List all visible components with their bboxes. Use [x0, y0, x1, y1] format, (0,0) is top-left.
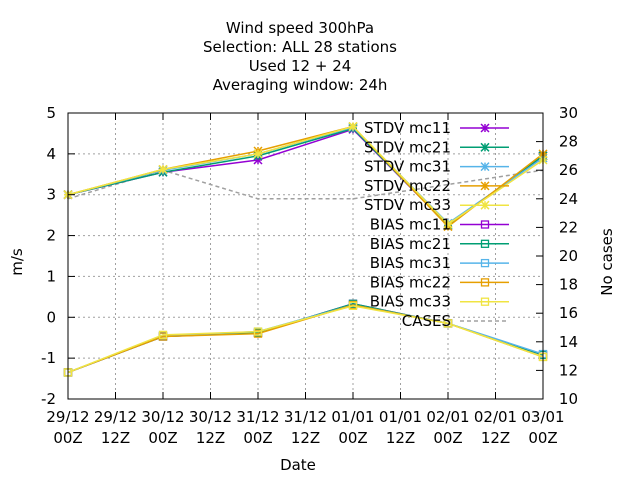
y2-tick-label: 30 [559, 104, 578, 122]
y-tick-label: 2 [46, 227, 56, 245]
x-tick-label-date: 30/12 [141, 408, 184, 426]
x-tick-label-hour: 00Z [243, 429, 272, 447]
x-tick-label-date: 31/12 [284, 408, 327, 426]
x-axis-label: Date [280, 456, 316, 474]
series-line [67, 305, 544, 374]
data-point [443, 319, 453, 328]
legend-label: STDV mc11 [364, 119, 451, 137]
plot-frame [67, 112, 544, 400]
y2-tick-label: 14 [559, 333, 578, 351]
title-line: Selection: ALL 28 stations [203, 38, 397, 56]
legend-label: BIAS mc21 [370, 235, 451, 253]
y-tick-label: 4 [46, 145, 56, 163]
y2-tick-label: 22 [559, 218, 578, 236]
y-tick-label: 5 [46, 104, 56, 122]
legend-marker [480, 181, 490, 191]
y2-tick-label: 16 [559, 304, 578, 322]
legend-marker [480, 200, 490, 210]
x-tick-label-date: 31/12 [236, 408, 279, 426]
x-tick-label-date: 30/12 [189, 408, 232, 426]
y-tick-label: -2 [41, 390, 56, 408]
x-tick-label-hour: 00Z [53, 429, 82, 447]
legend-marker [480, 142, 490, 152]
title-line: Used 12 + 24 [249, 57, 352, 75]
data-point [443, 219, 453, 229]
x-tick-label-date: 02/01 [426, 408, 469, 426]
x-tick-label-hour: 00Z [148, 429, 177, 447]
data-point [158, 330, 168, 340]
data-point [253, 327, 263, 336]
data-point [158, 164, 168, 174]
legend-marker [480, 162, 490, 172]
x-tick-label-date: 01/01 [331, 408, 374, 426]
plot-series [63, 121, 548, 377]
y2-axis-label: No cases [598, 228, 616, 296]
legend-marker [480, 278, 490, 287]
legend-label: STDV mc33 [364, 196, 451, 214]
y2-tick-label: 28 [559, 133, 578, 151]
title-line: Averaging window: 24h [213, 76, 388, 94]
series-cases [67, 169, 544, 200]
x-tick-label-hour: 00Z [433, 429, 462, 447]
x-tick-label-hour: 00Z [528, 429, 557, 447]
legend-label: BIAS mc33 [370, 293, 451, 311]
x-tick-label-hour: 12Z [291, 429, 320, 447]
legend-label: CASES [402, 312, 451, 330]
legend-label: STDV mc22 [364, 177, 451, 195]
x-tick-label-hour: 12Z [481, 429, 510, 447]
x-tick-label-date: 02/01 [474, 408, 517, 426]
y-tick-label: -1 [41, 349, 56, 367]
legend-label: STDV mc21 [364, 138, 451, 156]
y-tick-label: 3 [46, 186, 56, 204]
x-tick-label-date: 01/01 [379, 408, 422, 426]
legend-marker [480, 297, 490, 306]
y2-tick-label: 26 [559, 161, 578, 179]
series-line [67, 169, 544, 200]
legend-label: BIAS mc11 [370, 216, 451, 234]
x-tick-label-date: 03/01 [521, 408, 564, 426]
y-axis-label: m/s [8, 248, 26, 276]
x-tick-label-hour: 12Z [101, 429, 130, 447]
y2-tick-label: 24 [559, 190, 578, 208]
y2-tick-label: 10 [559, 390, 578, 408]
legend-marker [480, 220, 490, 229]
y2-tick-label: 20 [559, 247, 578, 265]
y2-tick-label: 18 [559, 276, 578, 294]
y2-tick-label: 12 [559, 361, 578, 379]
data-point [348, 121, 358, 132]
legend-marker [480, 258, 490, 268]
legend-label: BIAS mc22 [370, 273, 451, 291]
x-tick-label-hour: 12Z [196, 429, 225, 447]
x-tick-label-hour: 00Z [338, 429, 367, 447]
grid [68, 113, 543, 399]
legend-label: STDV mc31 [364, 158, 451, 176]
legend-label: BIAS mc31 [370, 254, 451, 272]
y-tick-label: 0 [46, 308, 56, 326]
legend-marker [480, 123, 490, 133]
axis-ticks: -2-1012345101214161820222426283029/1200Z… [41, 104, 578, 447]
y-tick-label: 1 [46, 267, 56, 285]
x-tick-label-hour: 12Z [386, 429, 415, 447]
legend-marker [480, 239, 490, 248]
series-line [67, 125, 544, 226]
x-tick-label-date: 29/12 [46, 408, 89, 426]
data-point [253, 149, 263, 159]
x-tick-label-date: 29/12 [94, 408, 137, 426]
data-point [348, 301, 358, 310]
title-line: Wind speed 300hPa [226, 19, 374, 37]
